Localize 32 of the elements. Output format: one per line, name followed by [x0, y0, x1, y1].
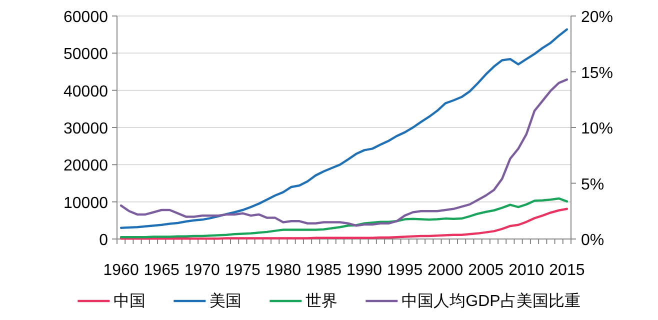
y2-tick-label: 0% [581, 232, 604, 249]
line-series [120, 78, 568, 227]
y-tick-label: 30000 [64, 120, 108, 138]
y2-tick-label: 10% [581, 120, 614, 138]
x-tick-label: 1960 [103, 262, 139, 279]
y-tick-label: 60000 [64, 9, 108, 26]
x-tick-label: 2015 [549, 262, 585, 279]
x-tick-label: 2005 [468, 262, 504, 279]
line-series [120, 208, 568, 240]
y2-tick-label: 20% [581, 9, 614, 26]
y-tick-label: 40000 [64, 83, 108, 100]
x-tick-label: 1970 [184, 262, 220, 279]
x-tick-label: 1990 [346, 262, 382, 279]
x-tick-label: 1995 [387, 262, 423, 279]
x-tick-label: 1985 [306, 262, 342, 279]
legend-label: 美国 [210, 292, 242, 310]
y-tick-label: 0 [99, 232, 108, 249]
line-series [120, 197, 568, 238]
y-tick-label: 50000 [64, 46, 108, 64]
x-tick-label: 1980 [265, 262, 302, 279]
legend-label: 中国人均GDP占美国比重 [402, 292, 580, 310]
y2-tick-label: 15% [581, 64, 614, 82]
legend-label: 中国 [114, 292, 146, 310]
x-tick-label: 2010 [508, 262, 544, 279]
x-tick-label: 2000 [428, 262, 464, 279]
line-series [120, 28, 568, 229]
legend-label: 世界 [306, 292, 338, 310]
y-tick-label: 20000 [64, 158, 108, 175]
y-tick-label: 10000 [64, 194, 108, 212]
y2-tick-label: 5% [581, 176, 604, 194]
x-tick-label: 1975 [224, 262, 261, 279]
x-tick-label: 1965 [144, 262, 180, 279]
